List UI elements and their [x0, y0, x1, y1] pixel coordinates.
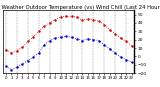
Title: Milwaukee Weather Outdoor Temperature (vs) Wind Chill (Last 24 Hours): Milwaukee Weather Outdoor Temperature (v…	[0, 5, 160, 10]
